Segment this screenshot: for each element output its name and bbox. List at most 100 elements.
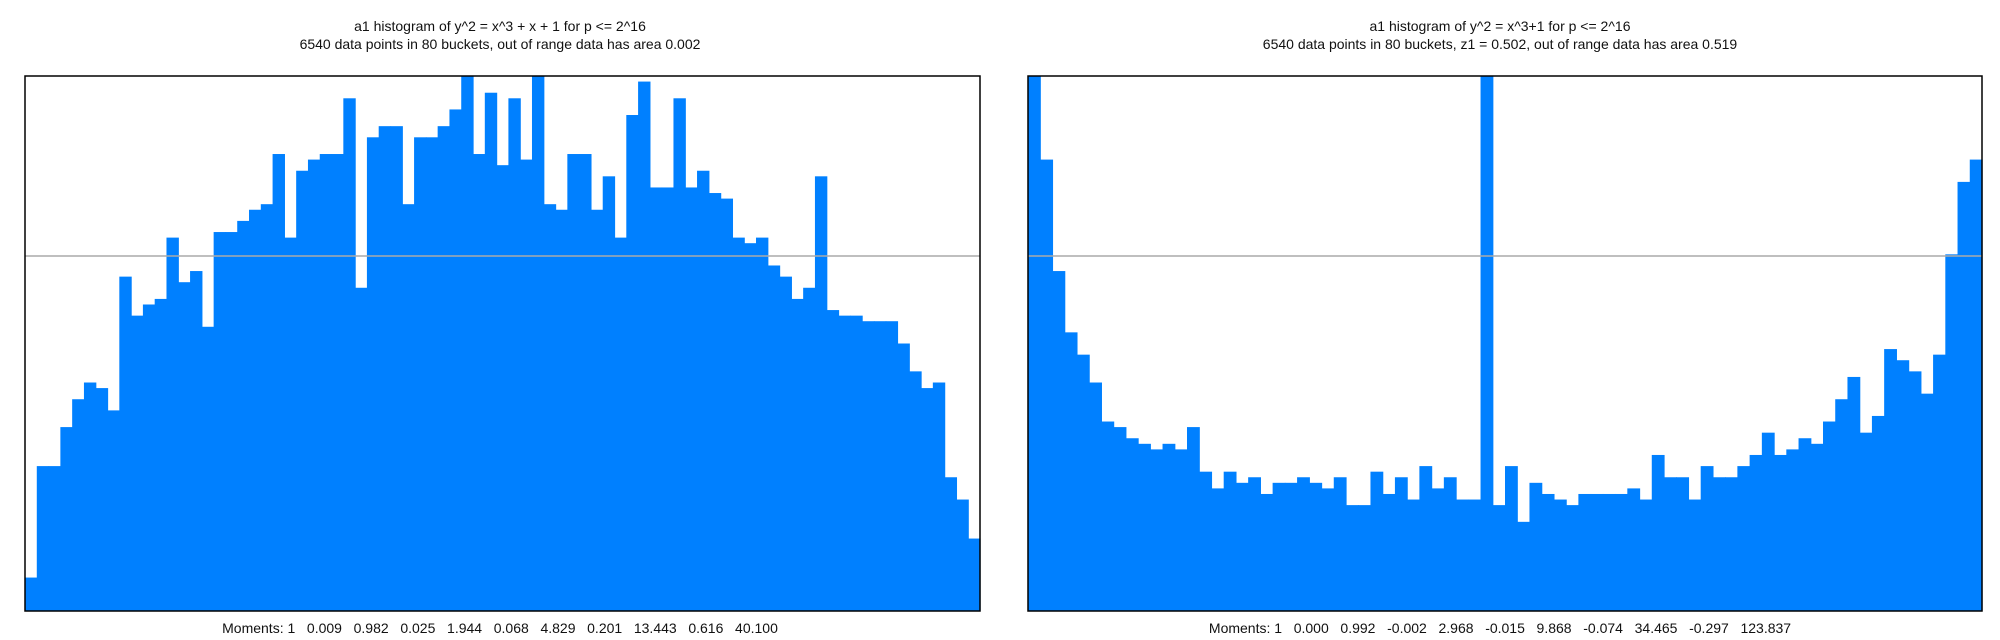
histogram-bar [661, 187, 675, 611]
histogram-bar [767, 265, 781, 611]
histogram-bar [1725, 477, 1738, 611]
histogram-bar [260, 204, 274, 611]
histogram-bar [1664, 477, 1677, 611]
histogram-bar [932, 382, 946, 611]
histogram-bar [484, 92, 498, 612]
moments-label: Moments: 1 0.009 0.982 0.025 1.944 0.068… [222, 620, 778, 636]
histogram-bar [1871, 415, 1885, 611]
histogram-bar [956, 499, 969, 611]
histogram-bar [1700, 466, 1714, 611]
histogram-bar [1957, 181, 1971, 611]
histogram-bar [1847, 376, 1861, 611]
histogram-bar [1333, 477, 1347, 611]
histogram-bar [567, 154, 580, 611]
histogram-bar [1737, 466, 1751, 611]
histogram-bar [1505, 466, 1518, 611]
histogram-bar [1187, 427, 1200, 611]
histogram-bar [1541, 493, 1555, 611]
histogram-bar [649, 187, 663, 611]
histogram-bar [1786, 449, 1800, 611]
histogram-bar [744, 243, 757, 611]
moments-label: Moments: 1 0.000 0.992 -0.002 2.968 -0.0… [1208, 620, 1792, 636]
histogram-bar [1884, 349, 1897, 611]
plot-frame [24, 75, 981, 612]
histogram-bar [1823, 421, 1836, 611]
histogram-bar [614, 237, 627, 612]
histogram-bar [1346, 505, 1359, 611]
histogram-bar [225, 232, 238, 612]
histogram-bar [1076, 354, 1090, 611]
histogram-bar [72, 399, 85, 611]
plot-frame [1027, 75, 1983, 612]
histogram-bar [1774, 454, 1787, 611]
histogram-bar [1370, 471, 1384, 611]
histogram-bar [1260, 493, 1274, 611]
histogram-bar [390, 126, 403, 611]
histogram-bar [814, 176, 828, 611]
histogram-bar [166, 237, 179, 612]
histogram-bar [1712, 477, 1726, 611]
histogram-bar [437, 126, 451, 611]
histogram-bar [755, 237, 769, 612]
histogram-bar [36, 466, 50, 611]
histogram-bar [378, 126, 392, 611]
histogram-bar [131, 315, 144, 611]
histogram-panel-left: a1 histogram of y^2 = x^3 + x + 1 for p … [24, 18, 981, 636]
histogram-bar [119, 276, 132, 612]
histogram-bar [366, 137, 380, 612]
chart-subtitle: 6540 data points in 80 buckets, out of r… [299, 36, 701, 52]
histogram-bar [897, 343, 910, 611]
histogram-bar [307, 159, 321, 611]
histogram-bar [154, 298, 168, 611]
histogram-plot [1027, 75, 1983, 612]
histogram-bar [543, 204, 557, 611]
histogram-bar [1419, 466, 1433, 611]
histogram-bar [885, 321, 899, 611]
histogram-bar [1810, 443, 1824, 611]
histogram-bar [1908, 371, 1922, 611]
histogram-bar [1688, 499, 1702, 611]
histogram-bar [449, 109, 462, 611]
histogram-plot [24, 75, 981, 612]
histogram-bar [944, 477, 958, 611]
histogram-bar [1174, 449, 1188, 611]
histogram-bar [850, 315, 863, 611]
histogram-bar [697, 170, 710, 612]
histogram-bar [708, 193, 722, 611]
histogram-bar [331, 154, 344, 611]
histogram-bar [319, 154, 333, 611]
histogram-bar [626, 115, 639, 611]
histogram-bar [1492, 505, 1506, 611]
histogram-panel-right: a1 histogram of y^2 = x^3+1 for p <= 2^1… [1000, 0, 2000, 640]
histogram-bar [1933, 354, 1946, 611]
histogram-bar [355, 287, 368, 611]
histogram-bar [107, 410, 120, 612]
histogram-bar [272, 154, 285, 611]
histogram-bar [1615, 493, 1628, 611]
histogram-bar [414, 137, 427, 612]
histogram-bar [249, 209, 262, 611]
histogram-bar [1113, 427, 1127, 611]
histogram-bar [1468, 499, 1482, 611]
histogram-bar [579, 154, 592, 611]
histogram-bar [1920, 393, 1934, 611]
histogram-bar [638, 81, 651, 611]
histogram-bar [402, 204, 415, 611]
histogram-bar [1309, 482, 1323, 611]
histogram-bar [48, 466, 61, 611]
histogram-bar [1553, 499, 1567, 611]
histogram-bar [779, 276, 792, 612]
histogram-bar [1749, 454, 1763, 611]
histogram-bar [1945, 254, 1959, 611]
histogram-bar [1639, 499, 1653, 611]
histogram-bar [1443, 477, 1457, 611]
histogram-bar [1859, 432, 1873, 611]
histogram-bar [25, 577, 38, 611]
histogram-bar [1896, 360, 1910, 611]
histogram-bar [909, 371, 922, 611]
histogram-bar [83, 382, 97, 611]
histogram-bar [862, 321, 875, 611]
histogram-bar [673, 98, 686, 612]
histogram-bar [1089, 382, 1102, 611]
histogram-bar [1358, 505, 1372, 611]
